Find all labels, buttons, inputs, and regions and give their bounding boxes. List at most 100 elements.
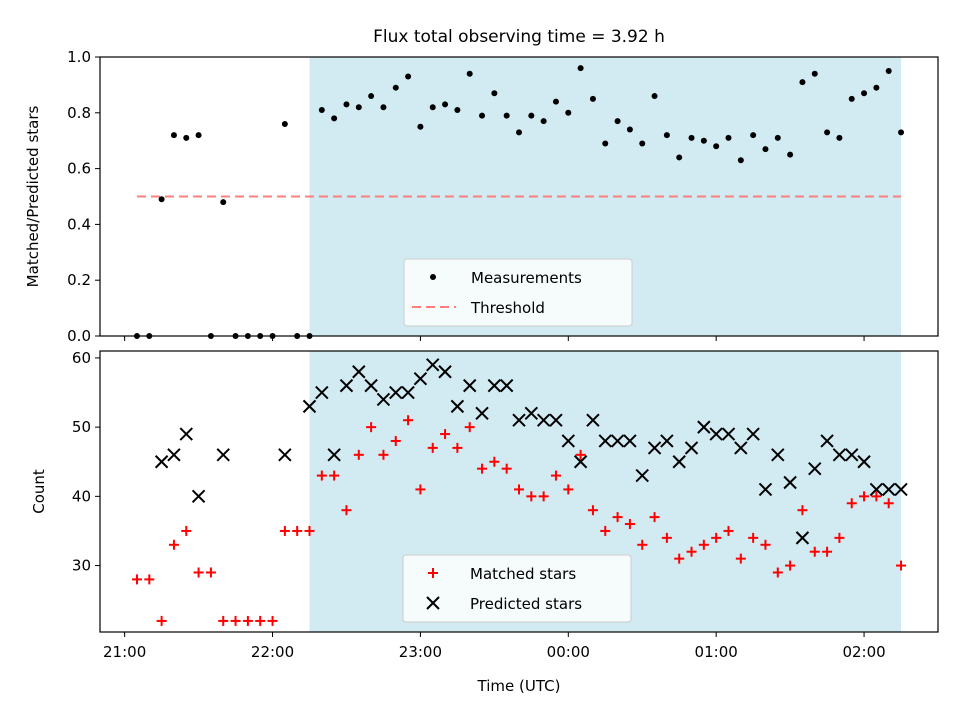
matched-star-point (859, 491, 870, 502)
cross-stroke-b (302, 399, 317, 414)
matched-star-point (674, 553, 685, 564)
matched-star-point (218, 615, 229, 626)
ratio-y-axis-label: Matched/Predicted stars (24, 106, 42, 288)
cross-stroke-b (623, 434, 637, 448)
predicted-star-point (660, 434, 674, 448)
matched-star-point (711, 532, 722, 543)
cross-stroke-b (179, 427, 193, 441)
cross-stroke-b (154, 455, 169, 469)
matched-star-point (563, 484, 574, 495)
measurement-point (651, 93, 658, 100)
time-x-tick-label: 21:00 (103, 643, 146, 661)
matched-star-point (600, 525, 611, 536)
matched-star-point (526, 491, 537, 502)
matched-star-point (772, 567, 783, 578)
count-y-axis-label: Count (30, 469, 48, 514)
matched-star-point (131, 574, 142, 585)
legend-matched-label: Matched stars (470, 565, 576, 583)
measurement-point (479, 112, 486, 119)
predicted-star-point (832, 448, 847, 462)
measurement-point (429, 104, 436, 111)
matched-star-point (279, 525, 290, 536)
ratio-legend-box (403, 258, 633, 327)
cross-stroke-b (647, 441, 662, 455)
measurement-point (170, 132, 177, 139)
measurement-point (614, 118, 621, 125)
predicted-star-point (598, 434, 612, 448)
measurement-point (540, 118, 547, 125)
measurement-point (848, 95, 855, 102)
cross-stroke-b (808, 461, 822, 476)
measurement-point (281, 120, 288, 127)
count-y-tick-label: 30 (72, 557, 91, 575)
matched-star-point (341, 505, 352, 516)
cross-stroke-b (487, 378, 502, 393)
matched-star-point (501, 463, 512, 474)
predicted-star-point (697, 420, 711, 434)
matched-star-point (181, 525, 192, 536)
ratio-y-tick-label: 0.4 (67, 215, 91, 233)
cross-stroke-b (191, 489, 206, 504)
matched-star-point (797, 505, 808, 516)
cross-stroke-b (327, 448, 341, 462)
measurement-point (626, 126, 633, 133)
predicted-star-point (795, 531, 810, 545)
predicted-star-point (216, 448, 230, 462)
matched-star-point (403, 415, 414, 426)
measurement-point (368, 93, 375, 100)
matched-star-point (390, 435, 401, 446)
ratio-y-tick-label: 1.0 (67, 48, 91, 66)
measurement-point (713, 143, 720, 150)
predicted-star-point (845, 448, 859, 462)
predicted-star-point (191, 489, 206, 504)
cross-stroke-b (278, 448, 292, 462)
predicted-star-point (352, 365, 366, 379)
measurement-point (836, 134, 843, 141)
predicted-star-point (475, 406, 489, 420)
matched-star-point (267, 615, 278, 626)
matched-star-point (415, 484, 426, 495)
cross-stroke-b (869, 482, 884, 497)
measurement-point (873, 84, 880, 91)
matched-star-point (329, 470, 340, 481)
matched-star-point (452, 442, 463, 453)
cross-stroke-b (352, 365, 366, 379)
matched-star-point (156, 615, 167, 626)
measurement-point (602, 140, 609, 147)
measurement-point (318, 107, 325, 114)
count-y-tick-label: 50 (72, 418, 91, 436)
predicted-star-point (536, 413, 551, 427)
predicted-star-point (610, 434, 625, 448)
predicted-star-point (573, 455, 588, 469)
matched-star-point (661, 532, 672, 543)
predicted-star-point (512, 413, 526, 427)
cross-stroke-b (216, 448, 230, 462)
ratio-plot-frame (99, 56, 939, 337)
matched-star-point (883, 498, 894, 509)
legend-cross-marker (426, 596, 440, 610)
matched-star-point (735, 553, 746, 564)
matched-star-point (353, 449, 364, 460)
matched-star-point (822, 546, 833, 557)
cross-stroke-b (660, 434, 674, 448)
measurement-point (220, 199, 227, 206)
predicted-star-point (709, 427, 723, 441)
measurement-point (158, 196, 165, 203)
matched-star-point (846, 498, 857, 509)
matched-star-point (242, 615, 253, 626)
measurement-point (639, 140, 646, 147)
measurement-point (343, 101, 350, 108)
legend-measurements-label: Measurements (471, 269, 582, 287)
time-x-axis-label: Time (UTC) (477, 677, 561, 695)
predicted-star-point (302, 399, 317, 414)
matched-star-point (871, 491, 882, 502)
cross-stroke-b (697, 420, 711, 434)
cross-stroke-b (758, 482, 773, 497)
cross-stroke-b (746, 427, 760, 441)
matched-star-point (427, 442, 438, 453)
predicted-star-point (771, 448, 785, 462)
measurement-point (762, 146, 769, 153)
cross-stroke-b (610, 434, 625, 448)
predicted-star-point (426, 358, 440, 372)
